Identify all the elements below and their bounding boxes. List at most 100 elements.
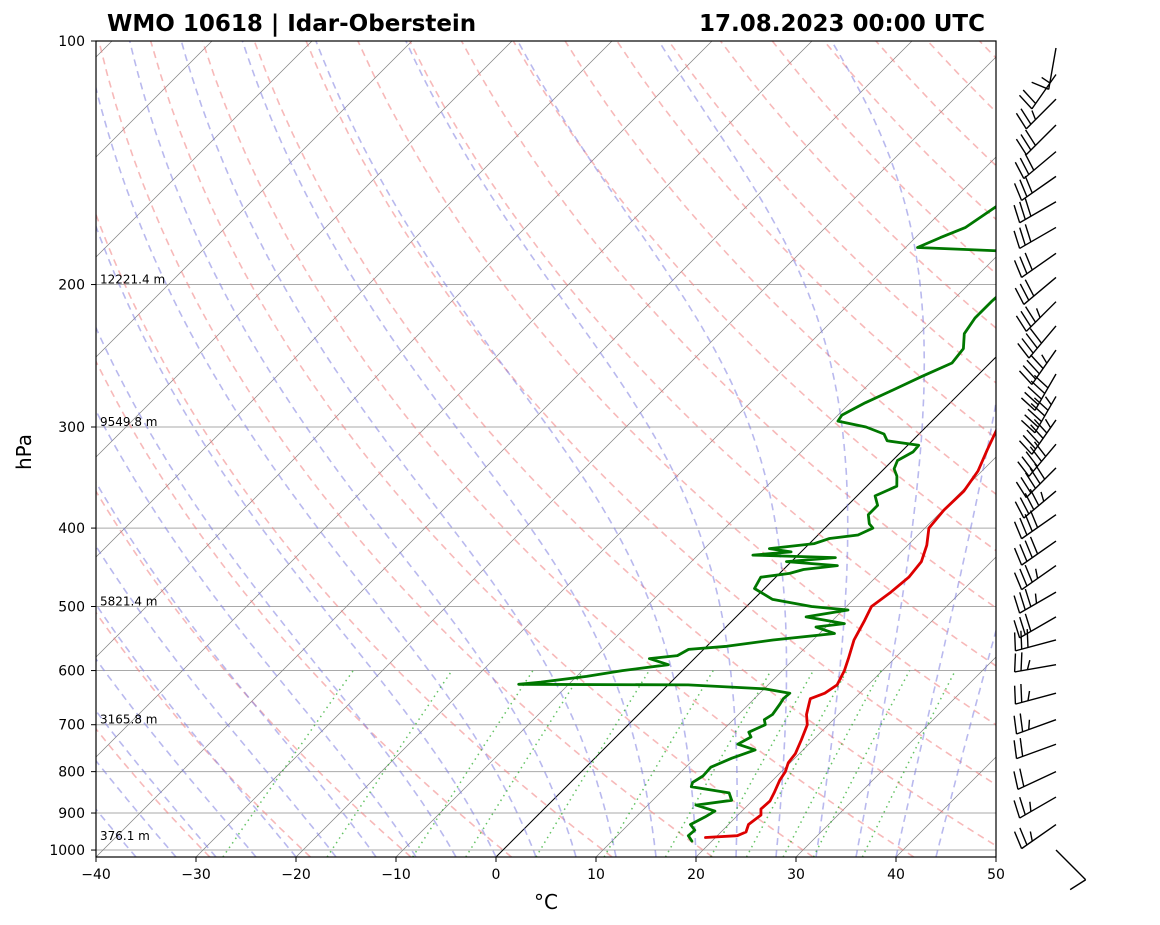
- moist-adiabat-line: [128, 41, 577, 857]
- wind-barb-feather: [1029, 801, 1032, 812]
- wind-barb-feather: [1020, 630, 1023, 650]
- mixing-ratio-line: [861, 670, 956, 857]
- chart-title-station: WMO 10618 | Idar-Oberstein: [107, 11, 476, 37]
- y-tick-label: 900: [58, 806, 85, 822]
- height-label: 5821.4 m: [100, 594, 158, 608]
- wind-barb-feather: [1033, 441, 1047, 457]
- wind-barb-feather: [1019, 283, 1030, 301]
- x-tick-label: −30: [181, 867, 211, 883]
- wind-barb-feather: [1013, 183, 1023, 201]
- wind-barb-feather: [1033, 397, 1049, 411]
- wind-barb-feather: [1022, 365, 1037, 380]
- wind-barb-feather: [1020, 310, 1032, 328]
- moist-adiabat-lines: [96, 41, 996, 857]
- isotherm-line: [96, 41, 913, 857]
- wind-barb-staff: [1025, 301, 1057, 332]
- wind-barb: [1018, 74, 1057, 110]
- dry-adiabat-line: [616, 41, 996, 440]
- moist-adiabat-line: [96, 544, 337, 857]
- wind-barb-feather: [1025, 451, 1038, 467]
- wind-barb-feather: [1019, 256, 1028, 274]
- wind-barb-feather: [1024, 279, 1035, 297]
- wind-barb-staff: [1025, 124, 1057, 156]
- height-label: 12221.4 m: [100, 273, 165, 287]
- mixing-ratio-line: [782, 670, 882, 857]
- wind-barb: [1018, 349, 1057, 385]
- isotherm-line: [96, 41, 513, 458]
- x-axis-label: °C: [534, 890, 558, 914]
- y-tick-label: 1000: [49, 843, 85, 859]
- height-labels: 12221.4 m 9549.8 m 5821.4 m 3165.8 m 376.1 m: [100, 273, 165, 843]
- isotherm-line: [795, 656, 996, 857]
- wind-barb-feather: [1013, 260, 1023, 278]
- plot-frame: [95, 40, 997, 858]
- isotherm-line: [0, 41, 12, 857]
- wind-barb-feather: [1024, 588, 1032, 607]
- wind-barb-feather: [1030, 402, 1046, 417]
- wind-barb-feather: [1020, 683, 1023, 703]
- wind-barb-feather: [1029, 510, 1039, 528]
- isotherm-line: [695, 556, 996, 857]
- x-tick-label: 0: [492, 867, 501, 883]
- plot-area: [0, 41, 1160, 857]
- wind-barb-feather: [1013, 204, 1021, 223]
- wind-barb-feather: [1022, 434, 1037, 450]
- wind-barb: [1013, 564, 1057, 591]
- y-tick-label: 800: [58, 765, 85, 781]
- wind-barb: [1013, 652, 1057, 673]
- wind-barb: [1015, 124, 1057, 156]
- wind-barb-staff: [1025, 98, 1057, 130]
- wind-barb-feather: [1031, 110, 1037, 120]
- wind-barb-feather: [1027, 386, 1042, 400]
- wind-barb: [1018, 418, 1057, 455]
- wind-barb-staff: [1023, 151, 1057, 180]
- wind-barb: [1055, 849, 1087, 891]
- wind-barb: [1013, 198, 1057, 224]
- dry-adiabat-lines: [96, 41, 996, 857]
- wind-barb-feather: [1020, 477, 1032, 494]
- wind-barb-feather: [1044, 396, 1052, 406]
- dry-adiabat-line: [512, 41, 996, 552]
- wind-barb: [1014, 488, 1057, 519]
- wind-barb: [1017, 441, 1057, 477]
- wind-barb: [1013, 224, 1057, 250]
- dry-adiabat-line: [96, 611, 311, 857]
- height-label: 9549.8 m: [100, 415, 158, 429]
- wind-barb-feather: [1013, 595, 1021, 614]
- wind-barb: [1031, 47, 1057, 90]
- wind-barb-feather: [1017, 343, 1030, 359]
- mixing-ratio-line: [812, 670, 911, 857]
- wind-barb-feather: [1024, 613, 1032, 632]
- wind-barb-feather: [1040, 491, 1045, 502]
- wind-barb-feather: [1013, 685, 1017, 705]
- isotherm-line: [595, 456, 996, 857]
- wind-barb-feather: [1015, 112, 1027, 130]
- wind-barb-feather: [1015, 481, 1027, 498]
- wind-barb: [1013, 713, 1057, 735]
- isotherm-line: [1096, 41, 1160, 857]
- wind-barb-feather: [1019, 201, 1026, 220]
- chart-title-time: 17.08.2023 00:00 UTC: [699, 11, 985, 37]
- wind-barb: [1020, 396, 1057, 434]
- wind-barb-staff: [1019, 591, 1057, 614]
- x-tick-label: 20: [687, 867, 705, 883]
- wind-barb-feather: [1024, 198, 1032, 217]
- wind-barb: [1015, 98, 1057, 130]
- wind-barb-feather: [1026, 429, 1040, 445]
- wind-barb-feather: [1019, 592, 1026, 611]
- dry-adiabat-line: [668, 41, 996, 384]
- wind-barb-feather: [1019, 616, 1026, 635]
- wind-barb-feather: [1013, 800, 1021, 819]
- wind-barb-feather: [1024, 540, 1033, 558]
- mixing-ratio-line: [535, 670, 650, 857]
- wind-barb-feather: [1019, 497, 1030, 515]
- wind-barb-feather: [1029, 467, 1041, 485]
- dry-adiabat-line: [98, 41, 714, 857]
- wind-barb-feather: [1021, 456, 1034, 472]
- x-tick-label: 40: [887, 867, 905, 883]
- y-tick-label: 600: [58, 664, 85, 680]
- dry-adiabat-line: [96, 489, 412, 857]
- moist-adiabat-line: [658, 41, 849, 857]
- isotherm-line: [295, 156, 996, 857]
- dry-adiabat-line: [564, 41, 996, 496]
